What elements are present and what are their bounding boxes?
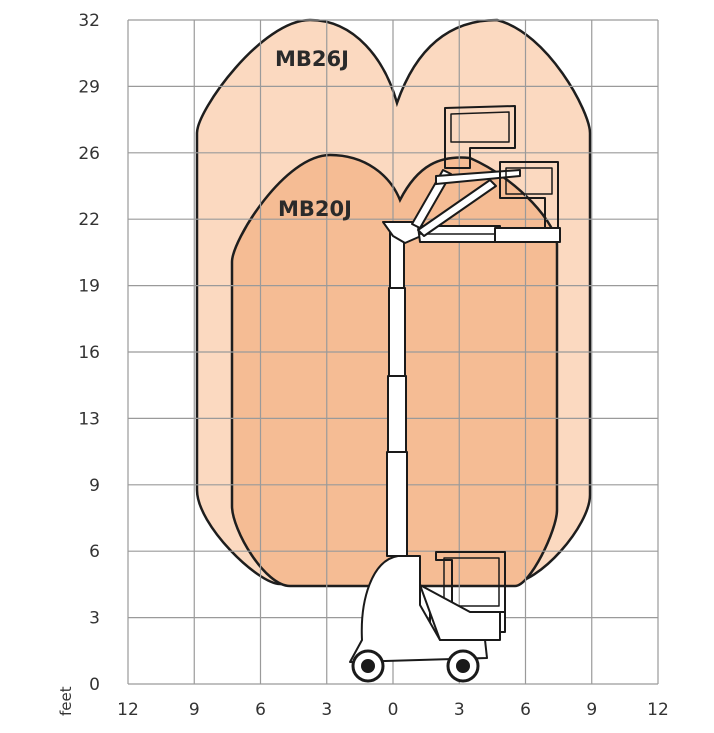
y-tick-label: 32 [78,11,100,31]
y-tick-label: 19 [78,277,100,297]
y-axis-ticks: 0 3 6 9 13 16 19 22 26 29 32 [78,11,100,695]
y-tick-label: 26 [78,144,100,164]
y-tick-label: 0 [89,675,100,695]
y-tick-label: 3 [89,609,100,629]
x-tick-label: 12 [117,700,139,720]
x-tick-label: 12 [647,700,669,720]
x-tick-label: 9 [586,700,597,720]
y-tick-label: 29 [78,77,100,97]
y-tick-label: 6 [89,542,100,562]
envelope-label-mb26j: MB26J [275,47,349,71]
y-tick-label: 16 [78,343,100,363]
unit-label: feet [57,686,75,716]
x-tick-label: 6 [255,700,266,720]
y-tick-label: 22 [78,210,100,230]
envelope-label-mb20j: MB20J [278,197,352,221]
x-axis-ticks: 12 9 6 3 0 3 6 9 12 [117,700,669,720]
x-tick-label: 6 [520,700,531,720]
y-tick-label: 9 [89,476,100,496]
x-tick-label: 3 [321,700,332,720]
machine-illustration [349,105,561,683]
platform-basket-upper [444,105,516,169]
x-tick-label: 9 [189,700,200,720]
x-tick-label: 0 [388,700,399,720]
y-tick-label: 13 [78,409,100,429]
mast-section-2 [388,287,406,379]
mast-section-base [386,451,408,557]
grid [127,19,659,685]
mast-section-3 [387,375,407,455]
x-tick-label: 3 [454,700,465,720]
